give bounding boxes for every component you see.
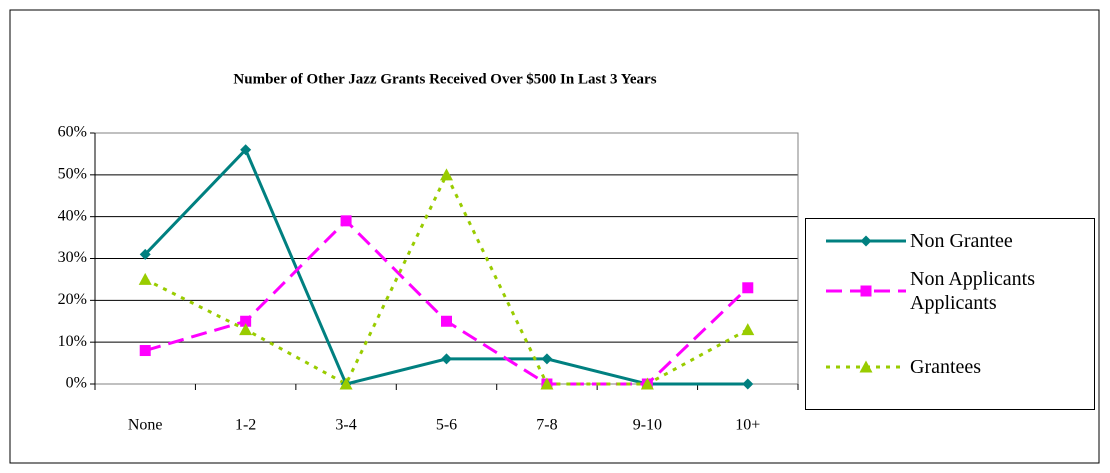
y-tick-label: 50%: [58, 166, 87, 183]
marker: [139, 345, 151, 357]
marker: [339, 377, 353, 390]
y-tick-label: 60%: [58, 124, 87, 141]
y-tick-label: 0%: [66, 375, 87, 392]
legend-entry: Grantees: [806, 355, 1094, 379]
legend-swatch: [826, 235, 906, 247]
marker: [239, 323, 253, 336]
marker: [742, 378, 754, 390]
marker: [860, 285, 872, 297]
marker: [742, 282, 754, 294]
marker: [340, 215, 352, 227]
y-tick-label: 30%: [58, 249, 87, 266]
marker: [240, 144, 252, 156]
legend-entry: Non Grantee: [806, 229, 1094, 253]
y-tick-label: 20%: [58, 291, 87, 308]
legend-swatch: [826, 285, 906, 297]
y-tick-label: 10%: [58, 333, 87, 350]
series-line: [144, 147, 748, 386]
marker: [741, 323, 755, 336]
x-tick-label: 3-4: [335, 417, 356, 434]
chart-title: Number of Other Jazz Grants Received Ove…: [233, 71, 656, 87]
y-tick-label: 40%: [58, 207, 87, 224]
legend-label: Non Grantee: [910, 230, 1013, 252]
x-tick-label: 10+: [735, 417, 760, 434]
x-tick-label: 9-10: [633, 417, 662, 434]
marker: [640, 377, 654, 390]
marker: [441, 315, 452, 327]
marker: [440, 168, 453, 181]
marker: [138, 272, 152, 285]
x-tick-label: 5-6: [436, 417, 457, 434]
marker: [139, 248, 151, 260]
legend-swatch: [826, 360, 906, 373]
marker: [540, 377, 554, 390]
chart-border: [9, 9, 1100, 464]
marker: [859, 360, 873, 373]
legend: Non Grantee Non Applicants Applicants Gran…: [805, 218, 1095, 410]
legend-label: Grantees: [910, 356, 982, 378]
marker: [240, 315, 252, 327]
x-tick-label: 7-8: [536, 417, 557, 434]
marker: [441, 353, 452, 365]
marker: [541, 353, 553, 365]
x-tick-label: 1-2: [235, 417, 256, 434]
legend-label: Non Applicants Applicants: [910, 268, 1035, 314]
x-tick-label: None: [128, 417, 163, 434]
series-line: [144, 171, 749, 387]
legend-entry: Non Applicants Applicants: [806, 267, 1094, 315]
marker: [860, 235, 872, 247]
